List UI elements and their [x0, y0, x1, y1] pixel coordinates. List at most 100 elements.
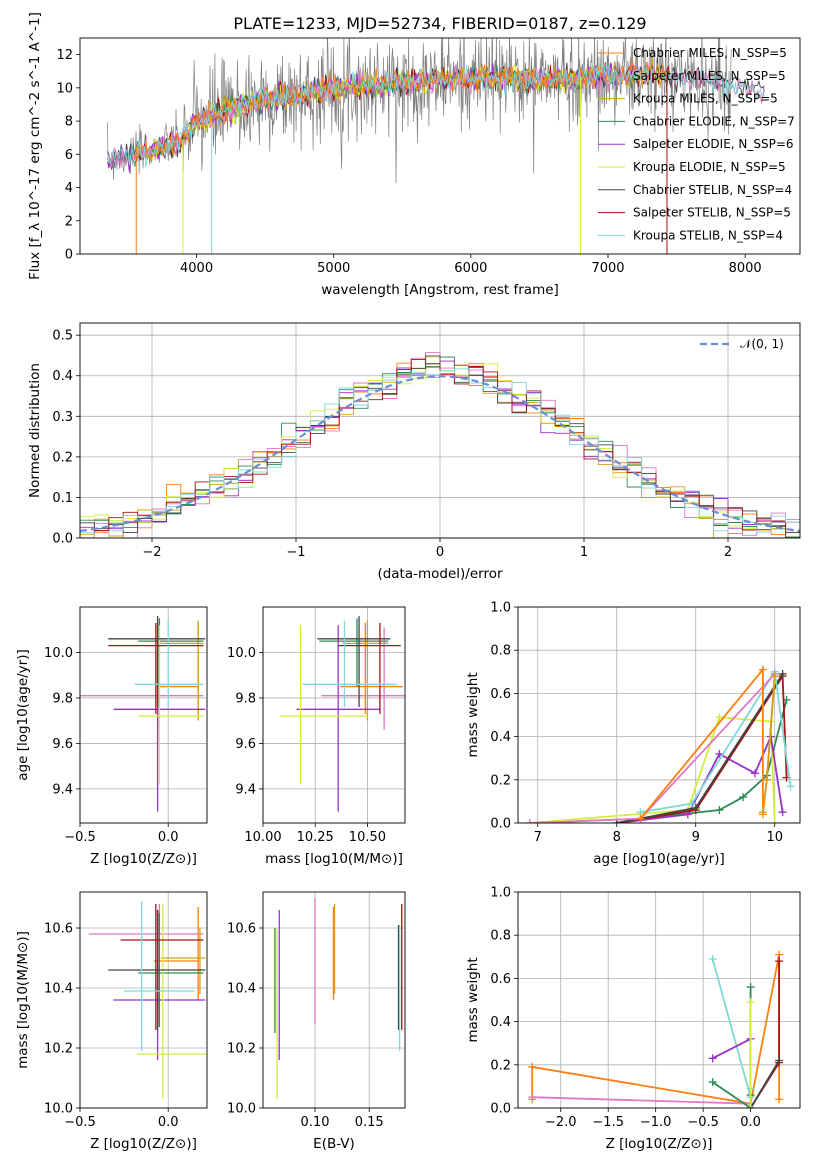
- axes: −0.5 0.0 9.4 9.6 9.8 10.0 Z [log10(Z/Z⊙)] age […: [15, 606, 208, 867]
- mass-weight-point-kroupa_miles: [758, 808, 767, 817]
- panel-mass_Z: −0.5 0.0 10.0 10.2 10.4 10.6 Z [log10(Z/Z⊙)] ma…: [15, 891, 208, 1152]
- legend-entry: Chabrier STELIB, N_SSP=4: [633, 183, 792, 197]
- axes: −2.0 −1.5 −1.0 −0.5 0.0 0.0 0.2 0.4 0.6 0.8 1.0 Z […: [465, 886, 801, 1152]
- x-tick-label: 0: [436, 545, 444, 560]
- legend-entry: Chabrier ELODIE, N_SSP=7: [633, 114, 795, 128]
- y-tick-label: 9.4: [235, 782, 256, 797]
- y-tick-label: 0.4: [490, 1015, 511, 1030]
- x-tick-label: 0.0: [158, 1115, 179, 1130]
- y-tick-label: 0.4: [490, 730, 511, 745]
- axes-frame: [79, 322, 801, 539]
- x-axis-label: E(B-V): [313, 1136, 355, 1152]
- y-axis-label: mass [log10(M/M⊙)]: [15, 931, 31, 1069]
- mass-weight-point-salpeter_miles: [528, 1093, 537, 1102]
- y-axis-label: mass weight: [465, 957, 481, 1042]
- x-tick-label: 7: [534, 830, 542, 845]
- histogram-kroupa_stelib: [80, 368, 800, 538]
- mass-weight-point-kroupa_elodie: [746, 1104, 755, 1108]
- x-tick-label: 10.25: [297, 830, 334, 845]
- panel-mass_EBV: 0.10 0.15 10.0 10.2 10.4 10.6 E(B-V): [227, 891, 406, 1152]
- figure-title: PLATE=1233, MJD=52734, FIBERID=0187, z=0…: [233, 14, 646, 33]
- y-tick-label: 0.4: [52, 369, 73, 384]
- panel-age_mass: 10.00 10.25 10.50 9.4 9.6 9.8 10.0 mass [log10(…: [227, 606, 406, 867]
- y-tick-label: 9.8: [52, 691, 73, 706]
- plot-area: [88, 901, 207, 1099]
- y-tick-label: 8: [65, 115, 73, 130]
- x-tick-label: −1: [286, 545, 305, 560]
- panel-mass_weight_Z: −2.0 −1.5 −1.0 −0.5 0.0 0.0 0.2 0.4 0.6 0.8 1.0 Z […: [465, 886, 801, 1152]
- y-tick-label: 9.8: [235, 691, 256, 706]
- x-axis-label: mass [log10(M/M⊙)]: [265, 851, 403, 867]
- x-tick-label: −1.0: [640, 1115, 672, 1130]
- y-tick-label: 0.0: [490, 817, 511, 832]
- legend-entry: Kroupa STELIB, N_SSP=4: [633, 228, 783, 242]
- y-tick-label: 10: [56, 81, 73, 96]
- legend-entry: Kroupa ELODIE, N_SSP=5: [633, 160, 786, 174]
- y-tick-label: 10.2: [44, 1042, 73, 1057]
- x-tick-label: −0.5: [64, 830, 96, 845]
- axes: 10.00 10.25 10.50 9.4 9.6 9.8 10.0 mass [log10(…: [227, 606, 406, 867]
- y-tick-label: 10.4: [44, 982, 73, 997]
- x-tick-label: 0.0: [740, 1115, 761, 1130]
- x-tick-label: 5000: [317, 261, 350, 276]
- plot-area: [279, 616, 405, 812]
- plot-area: [525, 665, 795, 823]
- y-tick-label: 10.2: [227, 1042, 256, 1057]
- y-tick-label: 0.2: [490, 773, 511, 788]
- normal-curve: [80, 375, 800, 532]
- x-tick-label: 10.00: [244, 830, 281, 845]
- mass-weight-point-kroupa_elodie: [715, 713, 724, 722]
- mass-weight-point-kroupa_miles: [770, 672, 779, 681]
- mass-weight-line-chabrier_elodie: [712, 987, 752, 1108]
- y-tick-label: 1.0: [490, 601, 511, 616]
- mass-weight-point-chabrier_miles: [775, 1095, 784, 1104]
- y-tick-label: 10.4: [227, 982, 256, 997]
- x-axis-label: Z [log10(Z/Z⊙)]: [90, 1136, 197, 1152]
- x-tick-label: 0.0: [158, 830, 179, 845]
- x-axis-label: age [log10(age/yr)]: [593, 851, 725, 867]
- x-axis-label: Z [log10(Z/Z⊙)]: [90, 851, 197, 867]
- x-tick-label: 2: [724, 545, 732, 560]
- mass-weight-point-salpeter_elodie: [750, 769, 759, 778]
- y-tick-label: 6: [65, 148, 73, 163]
- y-tick-label: 10.6: [227, 922, 256, 937]
- residual-legend: 𝒩(0, 1): [700, 337, 784, 351]
- histogram-salpeter_stelib: [80, 358, 800, 538]
- mass-weight-point-chabrier_miles: [636, 814, 645, 823]
- axes-frame: [262, 606, 406, 824]
- mass-weight-point-kroupa_miles: [762, 775, 771, 784]
- y-tick-label: 0.3: [52, 410, 73, 425]
- y-tick-label: 1.0: [490, 886, 511, 901]
- x-tick-label: 9: [692, 830, 700, 845]
- y-axis-label: Flux [f_λ 10^-17 erg cm^-2 s^-1 A^-1]: [27, 12, 43, 280]
- axes: −2 −1 0 1 2 0.0 0.1 0.2 0.3 0.4 0.5 (data-model)/er…: [27, 322, 801, 582]
- axes-frame: [517, 606, 801, 824]
- plot-area: [528, 950, 784, 1108]
- panel-mass_weight_age: 7 8 9 10 0.0 0.2 0.4 0.6 0.8 1.0 age [log10(age/yr…: [465, 601, 801, 867]
- x-tick-label: −2: [142, 545, 161, 560]
- mass-weight-point-salpeter_elodie: [778, 808, 787, 817]
- y-tick-label: 4: [65, 181, 73, 196]
- x-tick-label: 8: [613, 830, 621, 845]
- legend-entry: Salpeter MILES, N_SSP=5: [633, 69, 786, 83]
- y-tick-label: 0: [65, 248, 73, 263]
- x-tick-label: −1.5: [592, 1115, 624, 1130]
- x-tick-label: −0.5: [64, 1115, 96, 1130]
- legend-entry: Kroupa MILES, N_SSP=5: [633, 92, 778, 106]
- axes-frame: [79, 37, 801, 255]
- mass-weight-point-salpeter_elodie: [708, 1054, 717, 1063]
- mass-weight-point-salpeter_miles: [525, 819, 534, 823]
- y-tick-label: 10.6: [44, 922, 73, 937]
- y-tick-label: 9.4: [52, 782, 73, 797]
- x-tick-label: 4000: [180, 261, 213, 276]
- y-tick-label: 10.0: [227, 646, 256, 661]
- mass-weight-point-salpeter_stelib: [775, 957, 784, 966]
- axes: 7 8 9 10 0.0 0.2 0.4 0.6 0.8 1.0 age [log10(age/yr…: [465, 601, 801, 867]
- x-axis-label: Z [log10(Z/Z⊙)]: [606, 1136, 713, 1152]
- axes-frame: [79, 891, 208, 1109]
- x-tick-label: 1: [580, 545, 588, 560]
- y-axis-label: mass weight: [465, 672, 481, 757]
- mass-weight-point-kroupa_elodie: [746, 998, 755, 1007]
- y-tick-label: 0.1: [52, 491, 73, 506]
- x-tick-label: 0.10: [301, 1115, 330, 1130]
